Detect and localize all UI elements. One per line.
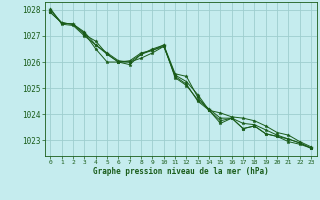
X-axis label: Graphe pression niveau de la mer (hPa): Graphe pression niveau de la mer (hPa) — [93, 167, 269, 176]
